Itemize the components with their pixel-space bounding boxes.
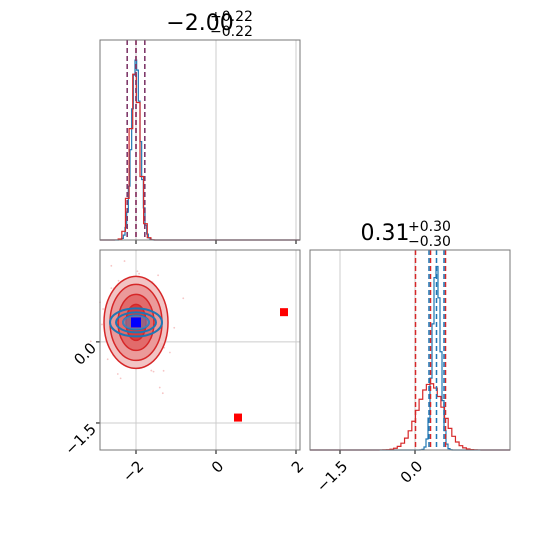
scatter-point <box>101 323 103 326</box>
panel-joint <box>89 249 301 454</box>
panel-hist-param-2 <box>309 249 511 454</box>
title-2-main: 0.31 <box>361 221 410 246</box>
tick-labels: −2 0 2 −1.5 0.0 0.0 −1.5 <box>61 339 426 496</box>
scatter-point <box>89 340 92 343</box>
scatter-point <box>173 326 176 329</box>
y-tick-label: 0.0 <box>70 339 100 369</box>
scatter-point <box>136 270 139 273</box>
scatter-point <box>106 358 109 361</box>
x-tick-label: 2 <box>288 457 307 476</box>
panel-frame <box>99 39 301 241</box>
x-tick-label: −2 <box>119 457 147 485</box>
title-param-2: 0.31 +0.30 −0.30 <box>361 219 451 250</box>
panel-frame <box>309 249 511 451</box>
contour-blue <box>115 311 157 334</box>
scatter-point <box>161 392 164 395</box>
scatter-point <box>157 274 160 277</box>
title-param-1: −2.00 +0.22 −0.22 <box>166 9 253 40</box>
title-1-sub: −0.22 <box>210 24 253 40</box>
contour-blue <box>109 307 163 338</box>
scatter-point <box>162 369 165 372</box>
scatter-point <box>119 377 122 380</box>
scatter-point <box>158 386 161 389</box>
scatter-point <box>102 308 105 310</box>
scatter-point <box>168 351 171 354</box>
panel-hist-param-1 <box>99 39 301 244</box>
scatter-point <box>117 279 120 282</box>
scatter-point <box>150 369 153 372</box>
x-tick-label: 0.0 <box>397 457 427 487</box>
x-tick-label: 0 <box>208 457 227 476</box>
title-1-sup: +0.22 <box>210 9 253 25</box>
scatter-point <box>138 272 140 275</box>
truth-marker-blue <box>131 317 141 328</box>
histogram-blue <box>100 59 300 241</box>
scatter-point <box>110 264 113 267</box>
scatter-point <box>152 370 155 373</box>
scatter-point <box>123 260 126 262</box>
x-tick-label: −1.5 <box>313 457 351 495</box>
title-2-sup: +0.30 <box>408 219 451 235</box>
scatter-point <box>182 297 185 300</box>
y-tick-label: −1.5 <box>61 420 99 458</box>
marker-red <box>280 308 288 317</box>
marker-red <box>234 413 242 422</box>
title-2-sub: −0.30 <box>408 234 451 250</box>
svg-text:−2.00: −2.00 <box>166 11 233 36</box>
panel-frame <box>99 249 301 451</box>
scatter-point <box>110 287 113 289</box>
scatter-point <box>116 373 119 375</box>
title-1-main: −2.00 <box>166 11 233 36</box>
